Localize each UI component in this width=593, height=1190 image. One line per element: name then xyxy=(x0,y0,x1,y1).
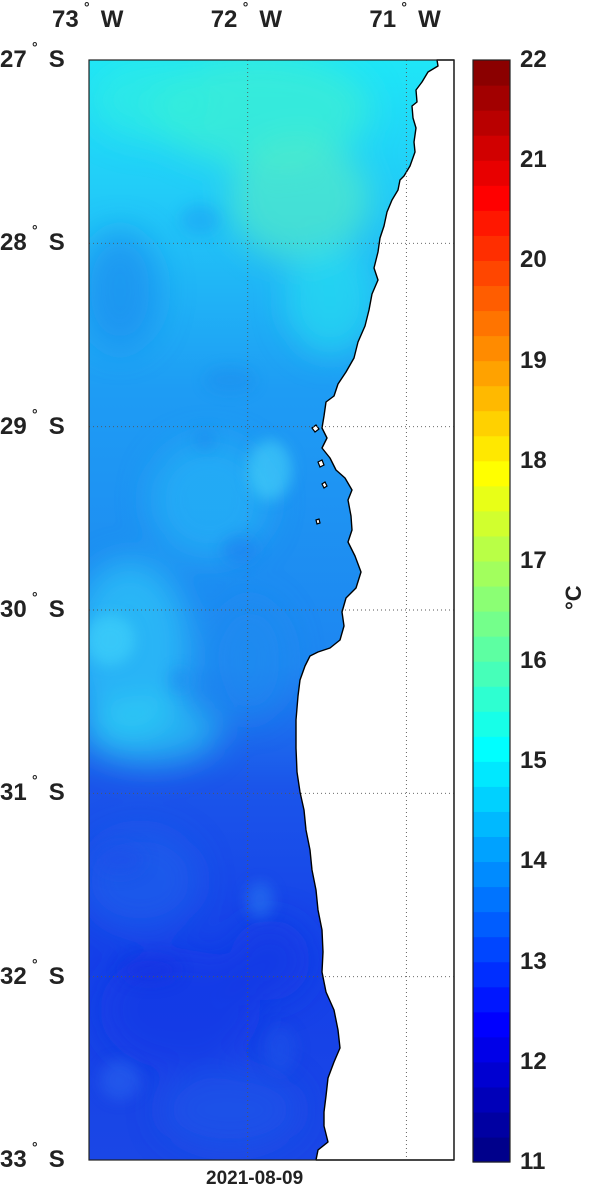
colorbar-band xyxy=(473,611,510,637)
colorbar-tick-label: 11 xyxy=(520,1148,546,1175)
colorbar-band xyxy=(473,360,510,387)
island xyxy=(317,459,325,468)
colorbar-band xyxy=(473,185,510,211)
colorbar-tick-label: 19 xyxy=(520,346,547,374)
colorbar-band xyxy=(473,986,510,1013)
colorbar-band xyxy=(473,636,510,662)
colorbar-band xyxy=(473,335,510,362)
degree-symbol: ° xyxy=(32,772,38,789)
latitude-label: 27 S ° xyxy=(0,39,65,73)
colorbar-frame xyxy=(472,59,511,1163)
colorbar-tick-label: 15 xyxy=(520,747,547,775)
degree-symbol: ° xyxy=(32,222,38,239)
latitude-label: 31 S ° xyxy=(0,772,65,807)
colorbar-band xyxy=(473,761,510,787)
longitude-label: 73 W ° xyxy=(52,0,124,33)
colorbar-band xyxy=(473,1136,510,1163)
sst-patches xyxy=(89,60,375,1150)
map-date: 2021-08-09 xyxy=(206,1168,304,1189)
colorbar-band xyxy=(473,811,510,838)
colorbar-band xyxy=(473,786,510,812)
colorbar-band xyxy=(473,560,510,587)
island xyxy=(315,518,321,525)
latitude-label: 30 S ° xyxy=(0,589,65,623)
colorbar-tick-label: 21 xyxy=(520,146,547,174)
colorbar-tick-label: 20 xyxy=(520,246,547,274)
degree-symbol: ° xyxy=(84,0,90,15)
longitude-label: 71 W ° xyxy=(369,0,441,33)
colorbar-band xyxy=(473,736,510,762)
colorbar-band xyxy=(473,110,510,136)
colorbar-band xyxy=(473,661,510,687)
colorbar-band xyxy=(473,1111,510,1138)
degree-symbol: ° xyxy=(32,1139,38,1155)
colorbar-band xyxy=(473,410,510,437)
colorbar-band xyxy=(473,510,510,537)
land-coastline xyxy=(295,59,455,1161)
colorbar-band xyxy=(473,911,510,938)
colorbar-tick-label: 16 xyxy=(520,647,547,675)
colorbar-tick-label: 13 xyxy=(520,947,547,975)
colorbar-band xyxy=(473,385,510,412)
colorbar-band xyxy=(473,585,510,612)
colorbar-band xyxy=(473,460,510,487)
colorbar-band xyxy=(473,936,510,963)
degree-symbol: ° xyxy=(401,0,407,15)
colorbar-band xyxy=(473,535,510,562)
graticule xyxy=(89,60,454,1160)
colorbar-tick-label: 17 xyxy=(520,546,547,574)
colorbar-band xyxy=(473,235,510,261)
degree-symbol: ° xyxy=(242,0,249,15)
map-frame xyxy=(88,59,455,1161)
degree-symbol: ° xyxy=(32,39,38,55)
colorbar-band xyxy=(473,260,510,287)
colorbar-band xyxy=(473,1061,510,1088)
colorbar-band xyxy=(473,60,510,86)
degree-symbol: ° xyxy=(32,955,38,972)
colorbar-band xyxy=(473,961,510,988)
colorbar-band xyxy=(473,485,510,512)
colorbar-band xyxy=(473,1086,510,1113)
colorbar-band xyxy=(473,210,510,236)
colorbar-band xyxy=(473,435,510,462)
colorbar-band xyxy=(473,135,510,161)
colorbar-tick-label: 12 xyxy=(520,1047,547,1075)
island xyxy=(321,481,328,489)
colorbar-band xyxy=(473,711,510,737)
colorbar-band xyxy=(473,686,510,712)
colorbar-tick-label: 22 xyxy=(520,46,547,73)
colorbar-tick-label: 18 xyxy=(520,446,547,474)
latitude-label: 33 S ° xyxy=(0,1139,65,1173)
latitude-label: 28 S ° xyxy=(0,222,65,257)
longitude-label: 72 W ° xyxy=(210,0,283,33)
degree-symbol: ° xyxy=(32,405,38,422)
colorbar-band xyxy=(473,285,510,312)
colorbar-band xyxy=(473,1011,510,1038)
latitude-label: 32 S ° xyxy=(0,955,65,990)
colorbar-band xyxy=(473,886,510,913)
colorbar-band xyxy=(473,836,510,863)
degree-symbol: ° xyxy=(32,589,38,605)
colorbar-unit-label: °C xyxy=(561,585,586,610)
latitude-label: 29 S ° xyxy=(0,405,65,440)
colorbar-tick-label: 14 xyxy=(520,847,547,875)
colorbar-band xyxy=(473,85,510,111)
colorbar-bands xyxy=(473,60,510,1163)
colorbar-band xyxy=(473,160,510,186)
colorbar-band xyxy=(473,1036,510,1063)
colorbar xyxy=(472,59,511,1163)
colorbar-band xyxy=(473,310,510,337)
colorbar-band xyxy=(473,861,510,888)
